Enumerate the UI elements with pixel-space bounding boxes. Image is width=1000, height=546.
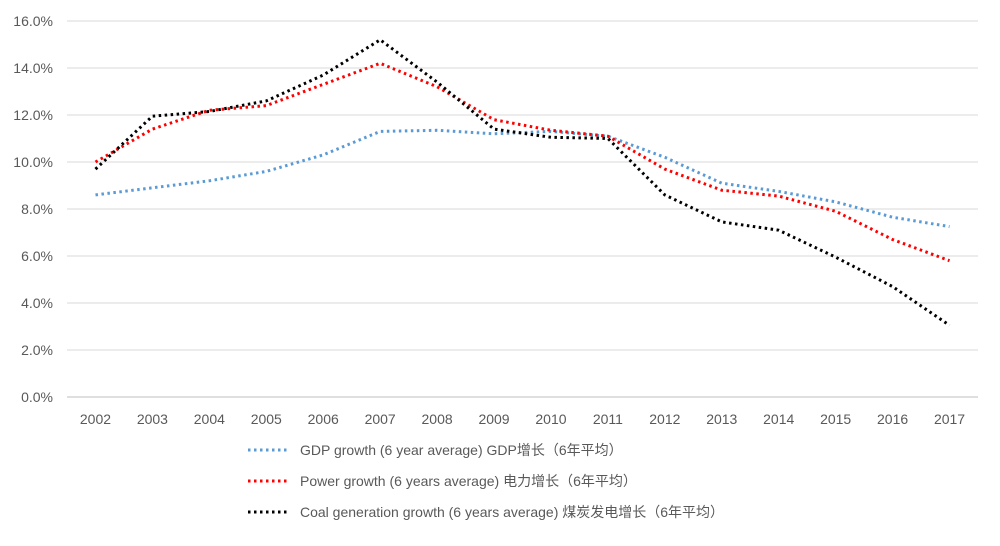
data-point: [721, 182, 723, 184]
data-point: [834, 210, 836, 212]
data-point: [948, 225, 950, 227]
x-tick-label: 2016: [877, 411, 908, 427]
legend: GDP growth (6 year average) GDP增长（6年平均） P…: [248, 442, 724, 520]
data-point: [550, 136, 552, 138]
series-line-1: [95, 128, 950, 229]
data-point: [493, 133, 495, 135]
data-point: [664, 156, 666, 158]
data-point: [664, 194, 666, 196]
data-point: [607, 135, 609, 137]
data-point: [94, 168, 96, 170]
x-tick-label: 2015: [820, 411, 851, 427]
data-point: [550, 129, 552, 131]
y-tick-label: 14.0%: [13, 60, 53, 76]
data-point: [265, 104, 267, 106]
data-point: [891, 238, 893, 240]
data-point: [436, 129, 438, 131]
y-tick-label: 16.0%: [13, 13, 53, 29]
data-point: [322, 74, 324, 76]
data-point: [948, 324, 950, 326]
x-tick-label: 2014: [763, 411, 794, 427]
series-line-3: [94, 38, 951, 327]
legend-label: GDP growth (6 year average) GDP增长（6年平均）: [300, 442, 623, 458]
series-lines: [94, 38, 951, 327]
data-point: [436, 81, 438, 83]
data-point: [948, 260, 950, 262]
y-tick-label: 0.0%: [21, 389, 53, 405]
data-point: [778, 229, 780, 231]
y-tick-label: 2.0%: [21, 342, 53, 358]
legend-label: Coal generation growth (6 years average)…: [300, 504, 724, 520]
data-point: [834, 256, 836, 258]
data-point: [778, 190, 780, 192]
data-point: [834, 201, 836, 203]
y-tick-label: 12.0%: [13, 107, 53, 123]
x-tick-label: 2002: [80, 411, 111, 427]
x-tick-label: 2005: [251, 411, 282, 427]
data-point: [94, 194, 96, 196]
data-point: [322, 154, 324, 156]
data-point: [721, 221, 723, 223]
x-tick-label: 2006: [308, 411, 339, 427]
data-point: [664, 168, 666, 170]
axes: 0.0% 2.0% 4.0% 6.0% 8.0% 10.0% 12.0% 14.0% 16.0%…: [13, 13, 965, 427]
legend-entry: Coal generation growth (6 years average)…: [248, 504, 724, 520]
data-point: [208, 180, 210, 182]
data-point: [891, 216, 893, 218]
data-point: [208, 110, 210, 112]
data-point: [778, 195, 780, 197]
x-tick-label: 2004: [194, 411, 225, 427]
x-tick-label: 2007: [365, 411, 396, 427]
data-point: [379, 39, 381, 41]
data-point: [379, 62, 381, 64]
data-point: [265, 170, 267, 172]
legend-label: Power growth (6 years average) 电力增长（6年平均…: [300, 473, 637, 489]
y-tick-label: 10.0%: [13, 154, 53, 170]
data-point: [151, 115, 153, 117]
x-tick-label: 2017: [934, 411, 965, 427]
legend-entry: Power growth (6 years average) 电力增长（6年平均…: [248, 473, 637, 489]
x-tick-label: 2008: [422, 411, 453, 427]
y-tick-label: 4.0%: [21, 295, 53, 311]
data-point: [493, 128, 495, 130]
data-point: [493, 119, 495, 121]
data-point: [891, 285, 893, 287]
data-point: [265, 100, 267, 102]
data-point: [322, 83, 324, 85]
x-tick-label: 2013: [706, 411, 737, 427]
x-tick-label: 2010: [535, 411, 566, 427]
data-point: [607, 137, 609, 139]
legend-entry: GDP growth (6 year average) GDP增长（6年平均）: [248, 442, 623, 458]
y-tick-label: 6.0%: [21, 248, 53, 264]
gridlines: [67, 20, 978, 398]
x-tick-label: 2003: [137, 411, 168, 427]
x-tick-label: 2009: [478, 411, 509, 427]
x-tick-label: 2012: [649, 411, 680, 427]
data-point: [151, 187, 153, 189]
x-tick-label: 2011: [593, 411, 623, 427]
y-tick-label: 8.0%: [21, 201, 53, 217]
data-point: [151, 128, 153, 130]
data-point: [94, 161, 96, 163]
data-point: [436, 86, 438, 88]
data-point: [721, 189, 723, 191]
data-point: [379, 130, 381, 132]
